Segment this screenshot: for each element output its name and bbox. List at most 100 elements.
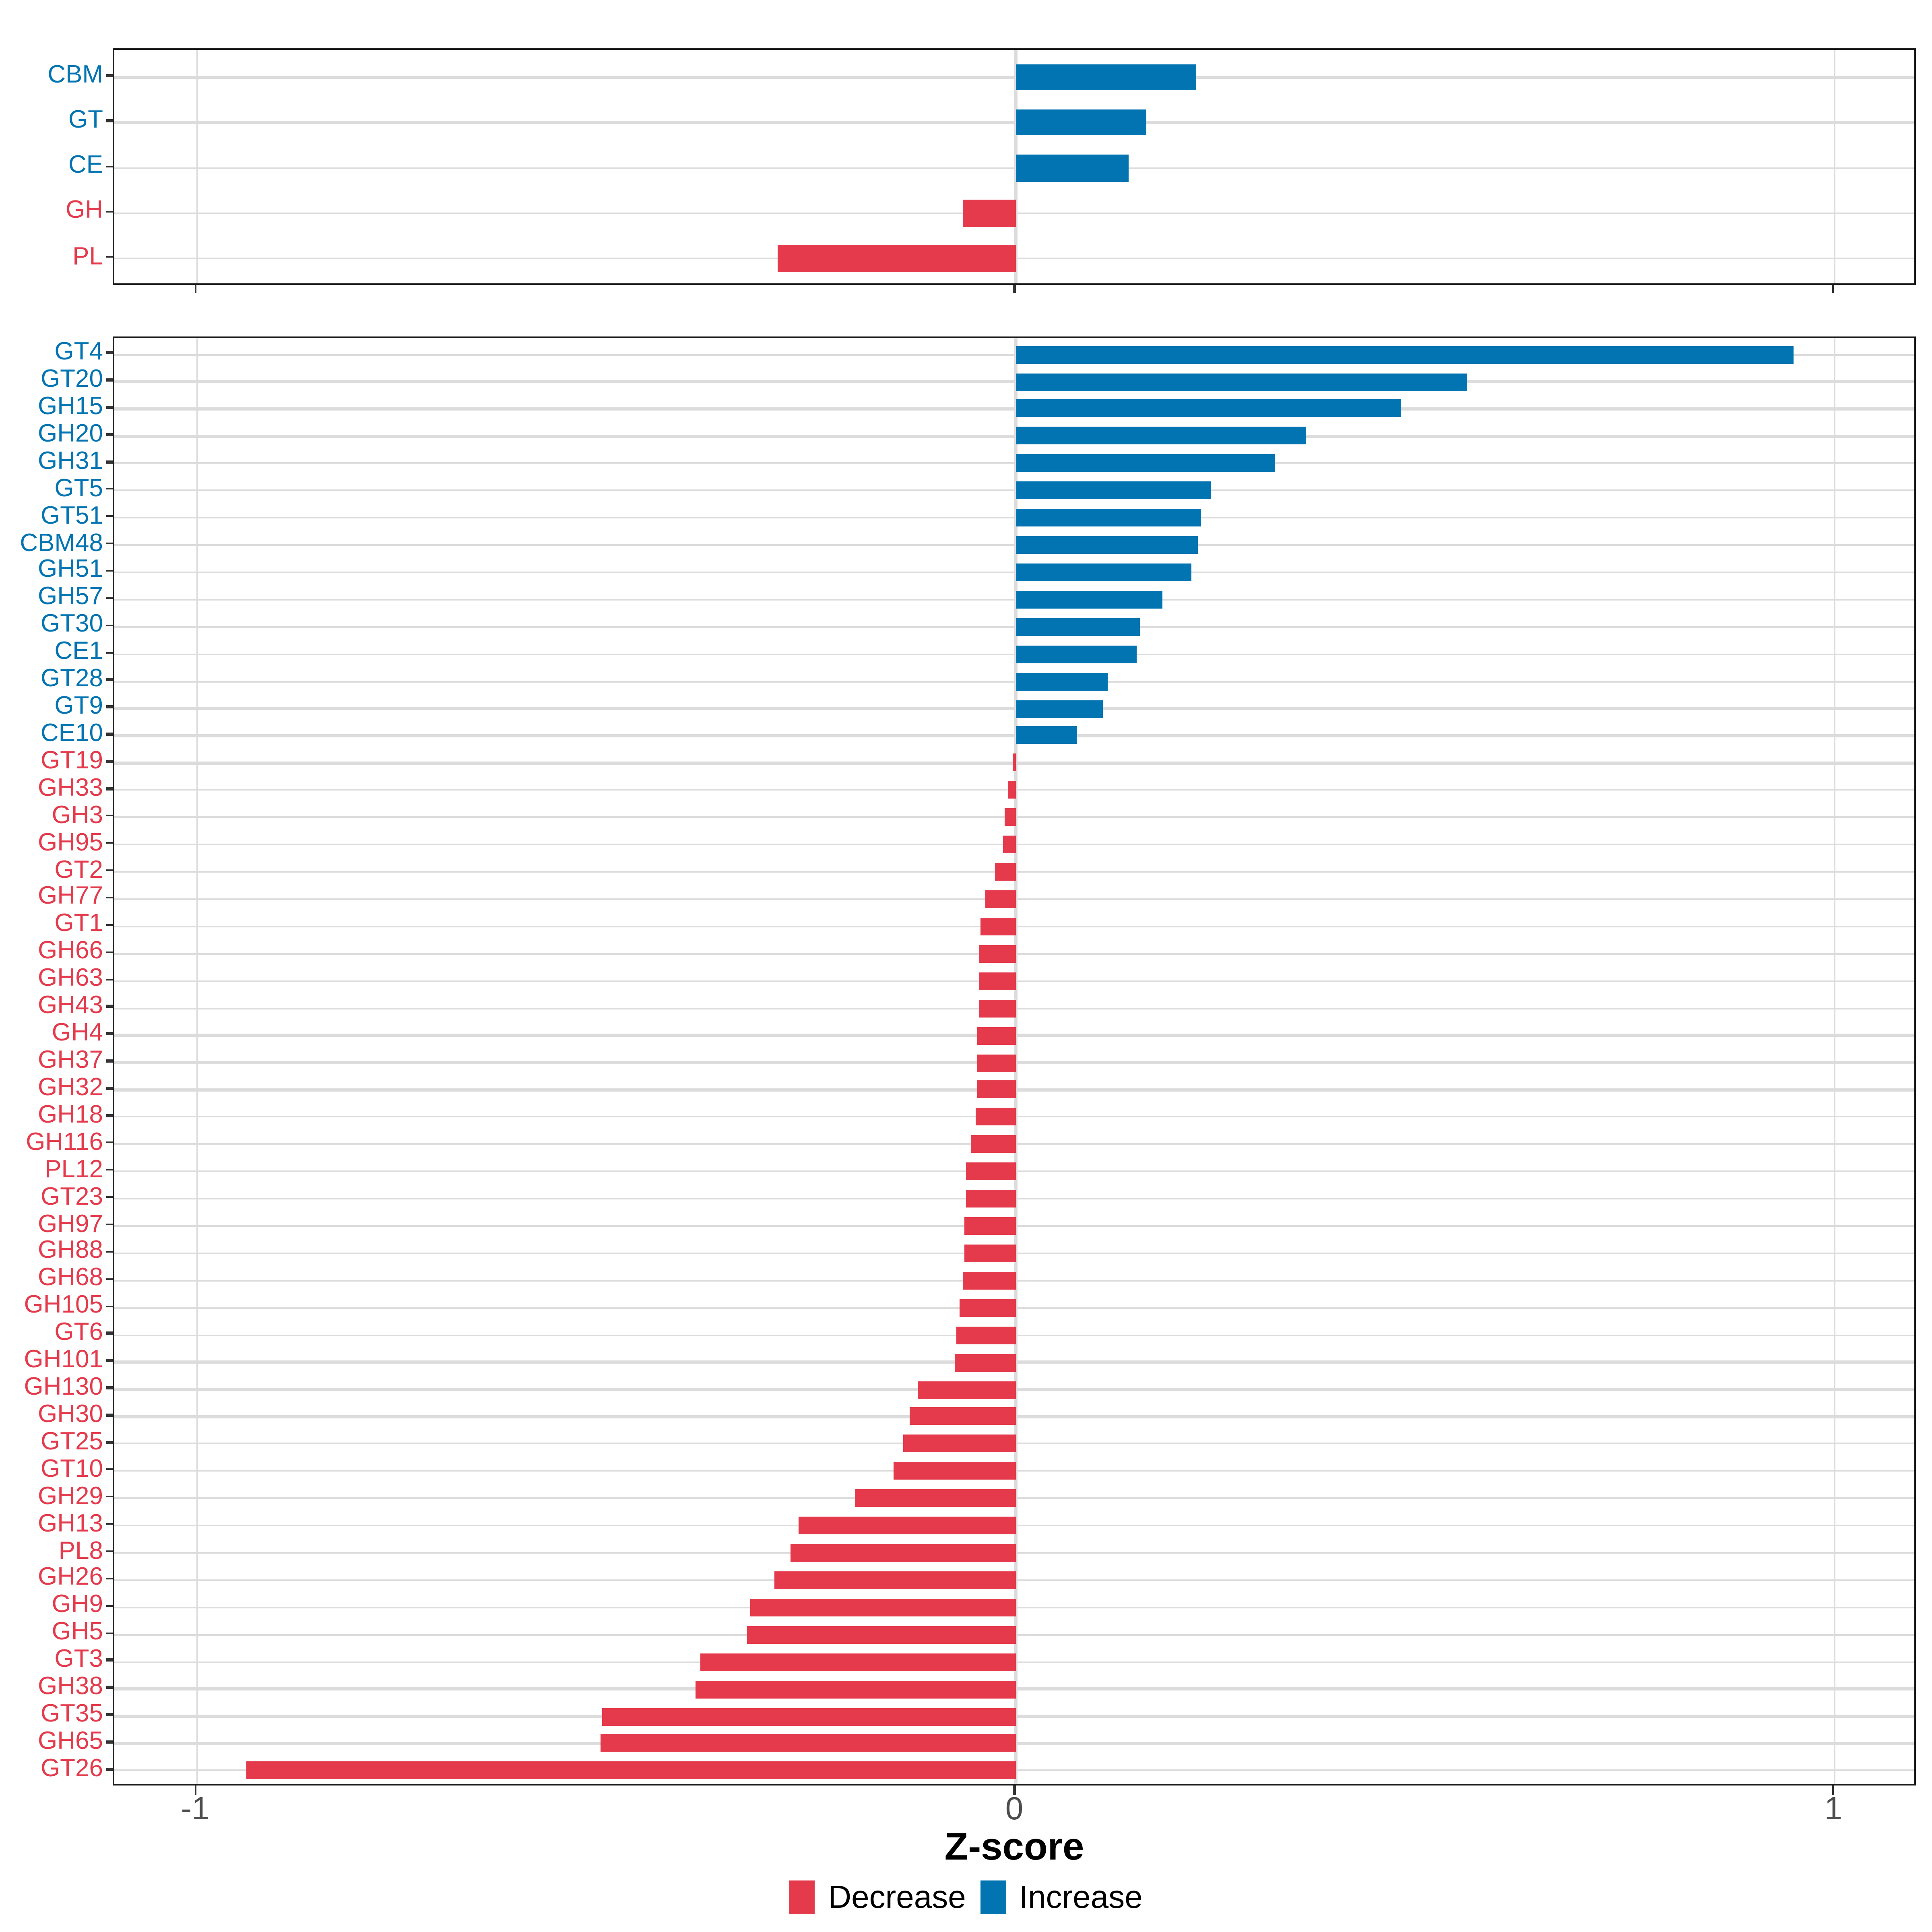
y-axis-tick xyxy=(105,923,113,926)
y-axis-tick xyxy=(105,1060,113,1062)
y-axis-tick xyxy=(105,406,113,409)
legend-swatch-increase xyxy=(980,1880,1006,1914)
vertical-gridline xyxy=(1015,50,1017,283)
bar-GH9 xyxy=(749,1598,1016,1616)
vertical-gridline xyxy=(196,338,198,1784)
category-label-GT19: GT19 xyxy=(40,747,103,775)
y-axis-tick xyxy=(105,842,113,844)
y-axis-tick xyxy=(105,787,113,790)
x-axis-tick xyxy=(194,284,196,293)
horizontal-gridline xyxy=(114,435,1914,438)
bar-GT3 xyxy=(700,1653,1016,1671)
category-label-PL: PL xyxy=(72,243,103,270)
horizontal-gridline xyxy=(114,167,1914,169)
legend-label-decrease: Decrease xyxy=(828,1880,966,1915)
category-label-GH32: GH32 xyxy=(38,1074,103,1102)
horizontal-gridline xyxy=(114,462,1914,464)
category-label-GH43: GH43 xyxy=(38,992,103,1020)
y-axis-tick xyxy=(105,1768,113,1771)
category-label-PL12: PL12 xyxy=(45,1156,103,1183)
bar-GT xyxy=(1016,109,1147,136)
x-axis-tick-label: -1 xyxy=(181,1792,210,1827)
category-label-GT20: GT20 xyxy=(40,366,103,394)
y-axis-tick xyxy=(105,542,113,545)
y-axis-tick xyxy=(105,210,113,213)
bar-GH33 xyxy=(1007,781,1016,799)
y-axis-tick xyxy=(105,351,113,354)
bar-GT19 xyxy=(1012,754,1016,772)
y-axis-tick xyxy=(105,978,113,980)
y-axis-tick xyxy=(105,1332,113,1335)
bar-GT9 xyxy=(1016,700,1103,718)
y-axis-tick xyxy=(105,815,113,817)
y-axis-tick xyxy=(105,1740,113,1743)
bar-GH31 xyxy=(1016,454,1276,473)
bar-GH3 xyxy=(1004,808,1016,826)
y-axis-tick xyxy=(105,869,113,872)
bar-GH30 xyxy=(909,1408,1016,1426)
x-axis-tick xyxy=(1832,1785,1835,1794)
category-label-GH77: GH77 xyxy=(38,883,103,911)
category-label-GH68: GH68 xyxy=(38,1265,103,1292)
bar-GT1 xyxy=(980,917,1016,935)
category-label-GH51: GH51 xyxy=(38,556,103,584)
category-label-GH37: GH37 xyxy=(38,1047,103,1074)
category-label-GH33: GH33 xyxy=(38,774,103,802)
y-axis-tick xyxy=(105,165,113,167)
bar-GH4 xyxy=(977,1026,1016,1044)
category-label-CE10: CE10 xyxy=(40,720,103,747)
y-axis-tick xyxy=(105,651,113,654)
category-label-GH26: GH26 xyxy=(38,1564,103,1592)
bar-GT6 xyxy=(956,1326,1016,1344)
y-axis-tick xyxy=(105,1223,113,1226)
vertical-gridline xyxy=(1834,50,1836,283)
horizontal-gridline xyxy=(114,707,1914,710)
bar-GH130 xyxy=(918,1381,1016,1398)
x-axis-tick-label: 1 xyxy=(1824,1792,1843,1827)
vertical-gridline xyxy=(1015,338,1017,1784)
category-label-GT6: GT6 xyxy=(54,1319,103,1347)
x-axis-tick xyxy=(1832,284,1835,293)
category-label-GT25: GT25 xyxy=(40,1428,103,1456)
y-axis-tick xyxy=(105,515,113,518)
horizontal-gridline xyxy=(114,489,1914,492)
category-label-GT9: GT9 xyxy=(54,693,103,720)
category-label-GH101: GH101 xyxy=(24,1346,103,1374)
category-label-GH130: GH130 xyxy=(24,1374,103,1401)
category-label-CBM: CBM xyxy=(47,61,103,89)
y-axis-tick xyxy=(105,1005,113,1008)
y-axis-tick xyxy=(105,1414,113,1416)
bar-GT26 xyxy=(246,1762,1016,1780)
category-label-CE1: CE1 xyxy=(54,638,103,666)
category-label-GH4: GH4 xyxy=(52,1020,103,1047)
y-axis-tick xyxy=(105,760,113,763)
category-label-GH116: GH116 xyxy=(26,1129,103,1156)
horizontal-gridline xyxy=(114,76,1914,78)
category-label-GH9: GH9 xyxy=(52,1591,103,1619)
bar-GH13 xyxy=(798,1517,1016,1535)
category-label-PL8: PL8 xyxy=(58,1537,103,1565)
category-label-GT1: GT1 xyxy=(54,910,103,938)
category-label-CBM48: CBM48 xyxy=(20,529,103,557)
category-label-GT28: GT28 xyxy=(40,665,103,693)
x-axis-tick-label: 0 xyxy=(1005,1792,1024,1827)
y-axis-tick xyxy=(105,256,113,258)
y-axis-tick xyxy=(105,597,113,599)
category-label-GH29: GH29 xyxy=(38,1482,103,1510)
bar-CBM xyxy=(1016,64,1196,91)
bar-GT51 xyxy=(1016,509,1201,527)
y-axis-tick xyxy=(105,460,113,463)
category-label-CE: CE xyxy=(68,152,103,180)
bar-GT23 xyxy=(966,1190,1016,1208)
bar-GH63 xyxy=(978,972,1016,990)
category-label-GH88: GH88 xyxy=(38,1237,103,1265)
legend-label-increase: Increase xyxy=(1019,1880,1143,1915)
bar-CE xyxy=(1016,155,1129,181)
x-axis-tick xyxy=(1013,284,1016,293)
legend-item-increase: Increase xyxy=(980,1880,1143,1914)
bar-GH57 xyxy=(1016,590,1163,609)
y-axis-tick xyxy=(105,678,113,681)
bar-GH105 xyxy=(960,1299,1016,1317)
category-label-GH15: GH15 xyxy=(38,393,103,421)
